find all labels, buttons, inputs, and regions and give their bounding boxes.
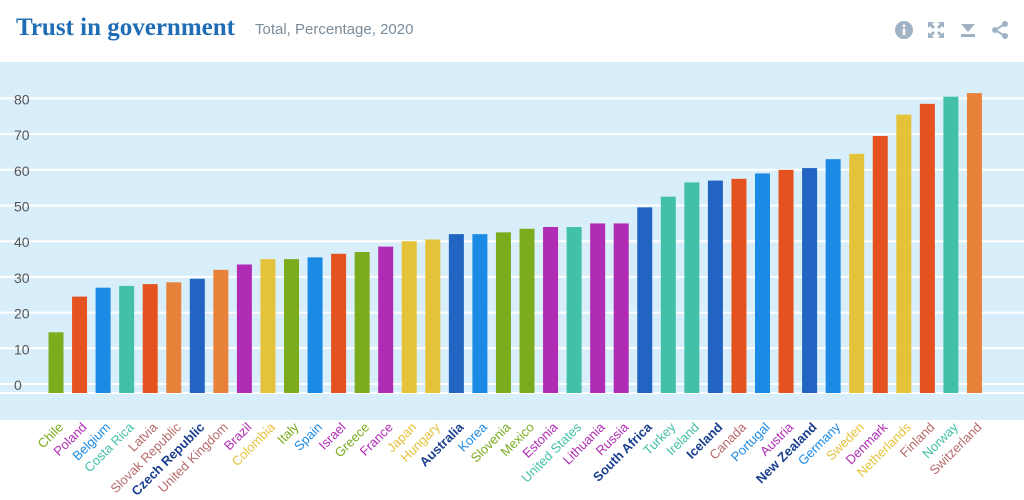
page-title: Trust in government [16, 14, 235, 41]
bar[interactable]: Latvia: 30.5 [142, 284, 158, 393]
bar[interactable]: Czech Republic: 32 [189, 278, 205, 393]
bar[interactable]: Hungary: 43 [425, 239, 441, 393]
chart-subtitle: Total, Percentage, 2020 [255, 21, 414, 38]
bar[interactable]: Germany: 65.5 [825, 159, 841, 393]
fullscreen-icon[interactable] [926, 18, 946, 42]
bar[interactable]: Sweden: 67 [849, 153, 865, 393]
bar[interactable]: Costa Rica: 30 [119, 285, 135, 393]
y-tick-label: 50 [14, 199, 30, 215]
chart-header: Trust in government Total, Percentage, 2… [0, 0, 1024, 60]
download-icon[interactable] [958, 18, 978, 42]
bar[interactable]: Austria: 62.5 [778, 169, 794, 393]
bar[interactable]: Turkey: 55 [660, 196, 676, 393]
y-tick-label: 70 [14, 127, 30, 143]
y-tick-label: 20 [14, 306, 30, 322]
bar[interactable]: New Zealand: 63 [802, 168, 818, 393]
bar[interactable]: Korea: 44.5 [472, 234, 488, 393]
bar[interactable]: Denmark: 72 [872, 135, 888, 393]
bar[interactable]: United Kingdom: 34.5 [213, 269, 229, 393]
bar[interactable]: Italy: 37.5 [284, 259, 299, 393]
bar[interactable]: Australia: 44.5 [448, 234, 464, 393]
bar[interactable]: Norway: 83 [943, 96, 959, 393]
bar[interactable]: France: 41 [378, 246, 394, 393]
y-tick-label: 0 [14, 377, 22, 393]
share-icon[interactable] [990, 18, 1010, 42]
y-tick-label: 40 [14, 234, 30, 250]
bar[interactable]: Netherlands: 78 [896, 114, 912, 393]
bar[interactable]: Ireland: 59 [684, 182, 700, 393]
y-tick-label: 80 [14, 91, 30, 107]
bar[interactable]: Estonia: 46.5 [543, 226, 559, 393]
bar[interactable]: South Africa: 52 [637, 207, 653, 393]
bar[interactable]: Slovak Republic: 31 [166, 282, 182, 393]
bar[interactable]: Chile: 17 [48, 332, 64, 393]
bar[interactable]: Greece: 39.5 [354, 251, 370, 393]
info-icon[interactable] [894, 18, 914, 42]
bar[interactable]: Brazil: 36 [236, 264, 252, 393]
y-tick-label: 30 [14, 270, 30, 286]
bar[interactable]: Belgium: 29.5 [95, 287, 111, 393]
bar[interactable]: Switzerland: 84 [966, 93, 982, 394]
bar[interactable]: Japan: 42.5 [401, 241, 417, 393]
bar[interactable]: Poland: 27 [72, 296, 88, 393]
bar[interactable]: Finland: 81 [919, 103, 935, 393]
bar[interactable]: Slovenia: 45 [495, 232, 511, 393]
bar[interactable]: Canada: 60 [731, 178, 747, 393]
bar[interactable]: Russia: 47.5 [613, 223, 629, 393]
bar[interactable]: Iceland: 59.5 [707, 180, 723, 393]
bar[interactable]: Lithuania: 47.5 [590, 223, 606, 393]
toolbar [894, 18, 1010, 42]
bar[interactable]: United States: 46.5 [566, 226, 582, 393]
bar[interactable]: Spain: 38 [307, 257, 323, 393]
bar[interactable]: Mexico: 46 [519, 228, 535, 393]
bar[interactable]: Colombia: 37.5 [260, 259, 276, 393]
y-tick-label: 10 [14, 341, 30, 357]
bar[interactable]: Portugal: 61.5 [755, 173, 770, 393]
bar[interactable]: Israel: 39 [331, 253, 347, 393]
y-tick-label: 60 [14, 163, 30, 179]
